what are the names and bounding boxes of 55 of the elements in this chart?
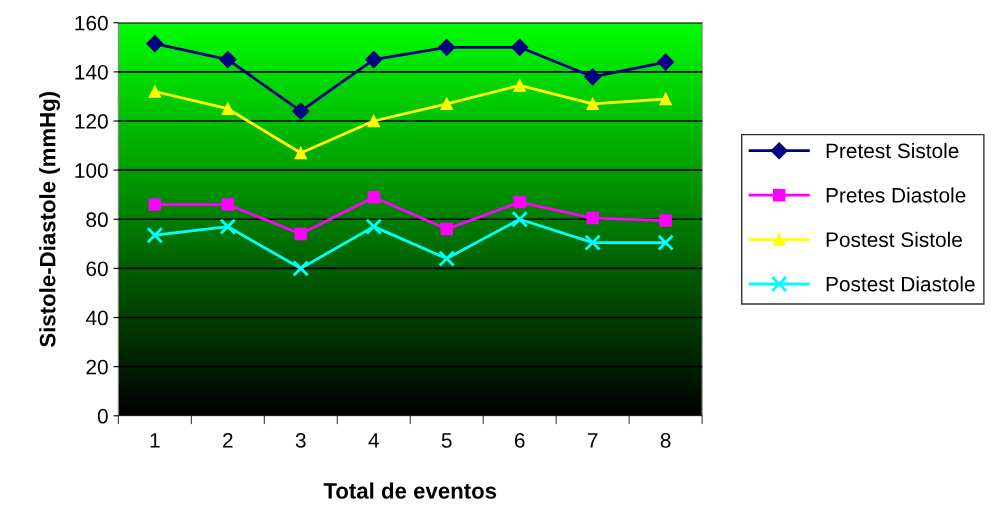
point [511,210,529,228]
point [659,92,672,106]
point [148,198,162,211]
point [146,35,164,53]
y-tick-label: 0 [97,408,108,424]
point [586,97,599,111]
y-tick-label: 20 [86,359,108,375]
point [365,51,383,69]
point [584,234,601,251]
point [294,227,308,241]
point [292,102,310,120]
legend-label: Postest Diastole [826,276,975,292]
point [365,218,383,235]
point [146,226,164,244]
y-tick-label: 60 [86,261,108,277]
point [148,85,162,98]
x-tick-label: 3 [295,433,306,448]
y-axis-title: Sistole-Diastole (mmHg) [39,91,60,348]
x-tick-label: 1 [150,433,160,448]
point [440,97,453,111]
y-tick-label: 140 [75,64,108,80]
point [584,68,602,86]
point [513,195,526,209]
y-tick-label: 80 [86,212,108,228]
point [221,198,235,211]
point [219,218,237,235]
point [438,38,456,56]
point [657,53,675,71]
point [513,79,526,92]
x-tick-label: 8 [660,433,671,448]
y-tick-label: 120 [75,114,108,129]
x-tick-label: 7 [587,433,598,448]
point [294,146,308,160]
point [511,38,529,56]
point [219,51,237,69]
x-tick-label: 6 [514,433,525,448]
point [440,222,453,236]
point [367,190,380,204]
x-axis-title: Total de eventos [323,482,497,499]
point [586,211,599,225]
legend-label: Postest Sistole [826,231,962,248]
point [657,234,674,251]
legend-label: Pretes Diastole [826,187,966,203]
point [221,102,235,115]
point [438,250,456,267]
y-tick-label: 100 [75,163,108,178]
x-tick-label: 2 [223,433,233,448]
y-tick-label: 40 [85,310,108,326]
y-tick-label: 160 [75,15,108,31]
legend-label: Pretest Sistole [826,142,959,159]
x-tick-label: 4 [368,433,379,448]
point [292,260,310,277]
point [367,114,380,128]
point [659,214,672,227]
x-tick-label: 5 [441,433,452,448]
